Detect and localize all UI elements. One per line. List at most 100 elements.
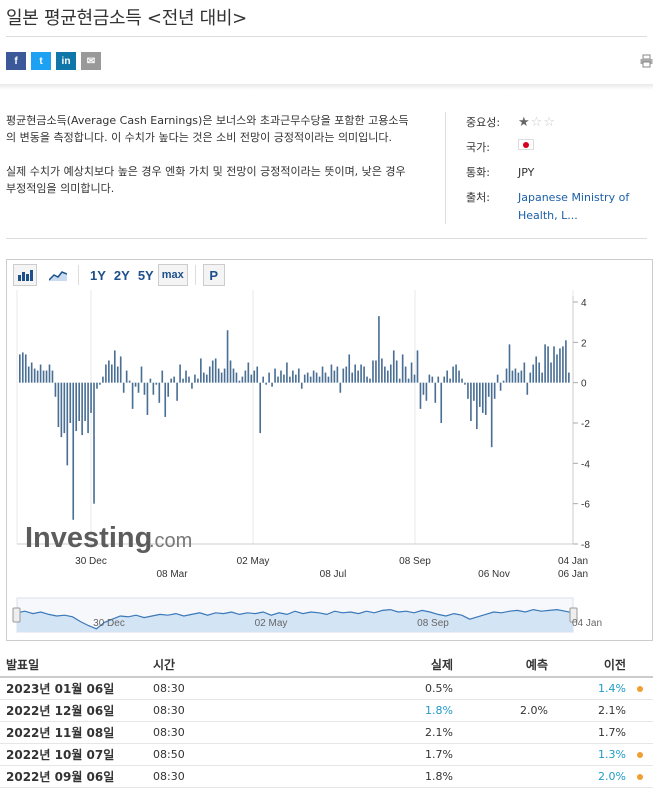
range-1y-button[interactable]: 1Y [90, 267, 106, 283]
chart-bar [443, 376, 446, 383]
chart-bar [167, 382, 170, 397]
row-actual: 2.1% [425, 726, 453, 739]
chart-bar [556, 354, 558, 383]
row-forecast: 2.0% [520, 704, 548, 717]
chart-bar [125, 370, 128, 383]
chart-bar [203, 372, 205, 383]
range-5y-button[interactable]: 5Y [137, 267, 154, 283]
chart-bar [357, 370, 359, 383]
chart-bar [419, 382, 422, 409]
row-date: 2022년 09월 06일 [6, 770, 115, 784]
description-paragraph-2: 실제 수치가 예상치보다 높은 경우 엔화 가치 및 전망이 긍정적이라는 뜻이… [6, 165, 406, 195]
chart-bar [496, 374, 499, 383]
chart-bar [96, 382, 98, 389]
facebook-share-button[interactable]: f [6, 52, 26, 70]
x-tick-label: 08 Sep [399, 556, 431, 567]
chart-bar [78, 382, 80, 421]
table-row: 2022년 10월 07일 08:50 1.7% 1.3% [0, 744, 653, 766]
chart-bar [247, 362, 250, 383]
chart-bar [297, 368, 300, 383]
chart-bar [134, 382, 137, 387]
chart-bar [345, 366, 348, 383]
x-tick-label: 02 May [237, 556, 270, 567]
chart-bar [84, 382, 86, 421]
chart-bar [387, 370, 389, 383]
chart-bar [568, 372, 570, 383]
chart-bar [363, 366, 365, 383]
chart-bar [562, 346, 564, 383]
navigator-label: 04 Jan [572, 618, 602, 629]
chart-bar [48, 364, 51, 383]
header-forecast[interactable]: 예측 [525, 657, 548, 672]
chart-bar [458, 370, 460, 383]
y-tick-label: -4 [581, 459, 590, 470]
chart-bar [102, 376, 104, 383]
navigator-area [17, 609, 573, 632]
investing-watermark: Investing [25, 522, 152, 554]
chart-bar [182, 378, 184, 383]
chart-bar [238, 380, 241, 383]
chart-bar [57, 382, 60, 428]
chart-bar [81, 382, 83, 436]
chart-bar [211, 360, 214, 383]
chart-bar [354, 364, 356, 383]
chart-bar [479, 382, 481, 407]
bar-chart[interactable]: 4 2 0 -2 -4 -6 -8 Investing.com 30 Dec 02 May 08 S… [7, 260, 652, 640]
chart-bar [45, 370, 48, 383]
toolbar-separator [78, 265, 79, 285]
chart-bar [511, 370, 514, 383]
chart-bar [75, 382, 78, 432]
header-date[interactable]: 발표일 [6, 657, 40, 672]
chart-bar [372, 360, 374, 383]
chart-bar [232, 368, 235, 383]
x-tick-label: 04 Jan [558, 556, 588, 567]
chart-bar [375, 360, 377, 383]
linkedin-share-button[interactable]: in [56, 52, 76, 70]
chart-bar [481, 382, 484, 413]
chart-bar [505, 368, 508, 383]
chart-bar [21, 352, 24, 383]
area-chart-toggle-icon[interactable] [45, 264, 71, 286]
header-time[interactable]: 시간 [153, 657, 176, 672]
title-divider [6, 36, 647, 37]
header-actual[interactable]: 실제 [430, 657, 453, 672]
chart-bar [60, 382, 63, 438]
email-share-button[interactable]: ✉ [81, 52, 101, 70]
twitter-share-button[interactable]: t [31, 52, 51, 70]
chart-toolbar: 1Y 2Y 5Y max P [13, 262, 225, 288]
p-button[interactable]: P [202, 264, 225, 286]
header-previous[interactable]: 이전 [603, 657, 626, 672]
print-icon[interactable] [640, 54, 653, 68]
chart-bar [93, 382, 95, 504]
row-time: 08:30 [153, 682, 185, 695]
row-previous: 2.1% [598, 704, 626, 717]
chart-bar [122, 382, 125, 393]
row-actual: 1.8% [425, 770, 453, 783]
x-tick-label-secondary: 08 Jul [320, 569, 347, 580]
chart-bar [306, 372, 309, 383]
row-previous: 1.4% [598, 682, 626, 695]
chart-bar [63, 382, 66, 434]
chart-bar [90, 382, 92, 413]
chart-bar [131, 382, 134, 409]
source-link[interactable]: Japanese Ministry of Health, L... [518, 191, 630, 222]
navigator-label: 02 May [255, 618, 288, 629]
range-2y-button[interactable]: 2Y [113, 267, 130, 283]
table-row: 2022년 09월 06일 08:30 1.8% 2.0% [0, 766, 653, 788]
bar-chart-toggle-icon[interactable] [13, 264, 37, 286]
range-max-button[interactable]: max [157, 264, 188, 286]
chart-bar [487, 382, 490, 397]
chart-bar [283, 374, 285, 383]
y-tick-label: 2 [581, 338, 587, 349]
star-empty-icon: ☆ [530, 115, 544, 130]
chart-bar [108, 360, 110, 383]
chart-bar [369, 378, 371, 383]
chart-bar [398, 378, 401, 383]
header-shadow [0, 84, 653, 90]
chart-bar [268, 372, 270, 383]
history-table: 발표일 시간 실제 예측 이전 2023년 01월 06일 08:30 0.5%… [0, 652, 653, 788]
japan-flag-icon [518, 139, 534, 150]
chart-bar [404, 366, 407, 383]
chart-bar [538, 362, 540, 383]
chart-bar [208, 366, 211, 383]
